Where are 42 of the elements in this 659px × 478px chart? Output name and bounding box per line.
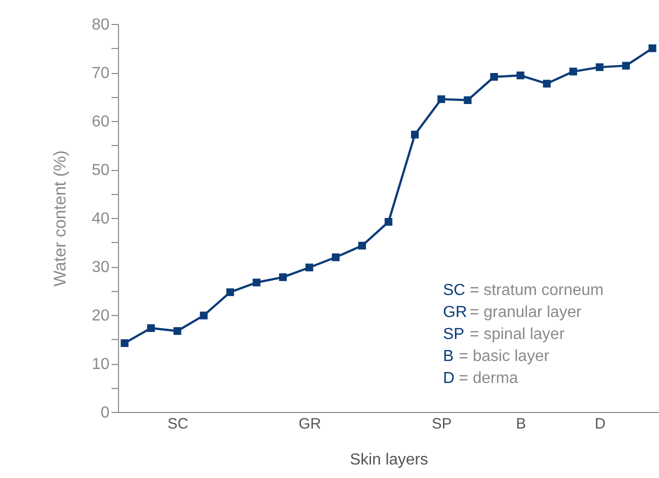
point xyxy=(120,339,128,348)
y-tick-label: 30 xyxy=(92,259,110,276)
y-tick-label: 60 xyxy=(92,114,110,130)
point xyxy=(358,242,366,250)
point xyxy=(174,327,182,335)
x-tick-label: GR xyxy=(298,416,322,432)
x-axis-title: Skin layers xyxy=(350,452,428,468)
point xyxy=(648,44,656,52)
y-tick-label: 50 xyxy=(92,162,110,179)
annotation: SP = spinal layer xyxy=(443,326,566,343)
point xyxy=(569,68,578,76)
x-tick-label: D xyxy=(594,416,606,432)
y-tick-label: 20 xyxy=(92,308,110,324)
x-tick-label: SC xyxy=(167,416,188,432)
point xyxy=(596,63,604,72)
point xyxy=(516,72,524,80)
point xyxy=(147,324,155,332)
point xyxy=(490,72,498,81)
point xyxy=(384,218,392,226)
point xyxy=(305,264,314,272)
point xyxy=(252,278,260,286)
x-tick-label: B xyxy=(516,416,526,432)
y-axis-title: Water content (%) xyxy=(50,150,70,287)
annotation: D = derma xyxy=(443,370,518,387)
y-tick-label: 10 xyxy=(92,356,110,373)
annotation: SC = stratum corneum xyxy=(443,282,604,299)
x-tick-label: SP xyxy=(432,416,452,432)
point xyxy=(464,96,472,104)
point xyxy=(622,62,630,70)
point xyxy=(332,253,340,262)
annotation: GR = granular layer xyxy=(443,304,582,321)
y-tick-label: 40 xyxy=(92,210,110,228)
annotation: B = basic layer xyxy=(443,348,550,365)
y-tick-label: 0 xyxy=(100,404,110,422)
point xyxy=(200,312,208,320)
point xyxy=(279,273,287,282)
y-tick-label: 80 xyxy=(92,16,110,34)
point xyxy=(437,95,446,104)
point xyxy=(411,130,419,138)
point xyxy=(226,288,234,296)
point xyxy=(542,80,551,88)
y-tick-label: 70 xyxy=(92,65,110,82)
